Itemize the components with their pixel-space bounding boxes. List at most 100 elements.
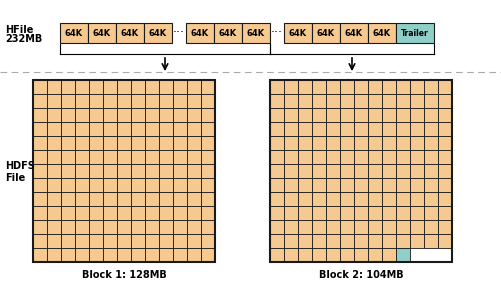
Bar [396, 220, 410, 234]
Bar [131, 150, 145, 164]
Bar [298, 234, 312, 248]
Bar [284, 206, 298, 220]
Bar [270, 164, 284, 178]
Bar [298, 220, 312, 234]
Bar [201, 234, 215, 248]
Text: 64K: 64K [345, 29, 363, 37]
Bar [354, 234, 368, 248]
Bar [187, 122, 201, 136]
Bar [382, 220, 396, 234]
Bar [159, 94, 173, 108]
Bar [187, 234, 201, 248]
Bar [131, 192, 145, 206]
Bar [354, 206, 368, 220]
Bar [61, 136, 75, 150]
Bar [382, 164, 396, 178]
Bar [326, 164, 340, 178]
Bar [103, 122, 117, 136]
Bar [47, 108, 61, 122]
Bar [396, 248, 410, 262]
Bar [298, 122, 312, 136]
Bar [117, 150, 131, 164]
Bar [368, 136, 382, 150]
Bar [187, 178, 201, 192]
Bar [201, 192, 215, 206]
Bar [117, 108, 131, 122]
Bar [284, 122, 298, 136]
Text: 64K: 64K [289, 29, 307, 37]
Bar [61, 94, 75, 108]
Bar [270, 192, 284, 206]
Bar [145, 234, 159, 248]
Bar [424, 80, 438, 94]
Bar [187, 220, 201, 234]
Bar [354, 80, 368, 94]
Bar [89, 164, 103, 178]
Text: Block 2: 104MB: Block 2: 104MB [319, 270, 403, 280]
Bar [284, 108, 298, 122]
Bar [89, 234, 103, 248]
Bar [438, 164, 452, 178]
Bar [33, 178, 47, 192]
Bar [396, 23, 434, 43]
Bar [131, 206, 145, 220]
Text: Trailer: Trailer [401, 29, 429, 37]
Bar [396, 122, 410, 136]
Bar [117, 164, 131, 178]
Bar [131, 122, 145, 136]
Bar [33, 192, 47, 206]
Bar [424, 178, 438, 192]
Bar [61, 150, 75, 164]
Bar [47, 136, 61, 150]
Bar [89, 122, 103, 136]
Bar [173, 178, 187, 192]
Bar [117, 234, 131, 248]
Bar [89, 206, 103, 220]
Bar [89, 108, 103, 122]
Text: 64K: 64K [65, 29, 83, 37]
Bar [396, 164, 410, 178]
Bar [201, 108, 215, 122]
Bar [284, 150, 298, 164]
Bar [173, 122, 187, 136]
Bar [424, 108, 438, 122]
Bar [340, 178, 354, 192]
Bar [326, 150, 340, 164]
Bar [270, 80, 284, 94]
Bar [270, 248, 284, 262]
Bar [326, 192, 340, 206]
Bar [173, 234, 187, 248]
Bar [326, 136, 340, 150]
Text: 64K: 64K [191, 29, 209, 37]
Bar [60, 23, 88, 43]
Bar [33, 80, 47, 94]
Bar [173, 220, 187, 234]
Bar [410, 150, 424, 164]
Bar [187, 206, 201, 220]
Bar [396, 206, 410, 220]
Bar [382, 122, 396, 136]
Bar [103, 234, 117, 248]
Bar [201, 206, 215, 220]
Bar [438, 94, 452, 108]
Bar [33, 234, 47, 248]
Bar [354, 178, 368, 192]
Bar [284, 178, 298, 192]
Bar [326, 234, 340, 248]
Bar [298, 136, 312, 150]
Bar [75, 178, 89, 192]
Bar [201, 150, 215, 164]
Bar [326, 178, 340, 192]
Bar [368, 248, 382, 262]
Bar [284, 164, 298, 178]
Bar [270, 108, 284, 122]
Bar [61, 108, 75, 122]
Bar [410, 206, 424, 220]
Bar [103, 248, 117, 262]
Bar [298, 150, 312, 164]
Text: HDFS: HDFS [5, 161, 35, 171]
Bar [438, 234, 452, 248]
Bar [368, 23, 396, 43]
Bar [103, 178, 117, 192]
Bar [270, 206, 284, 220]
